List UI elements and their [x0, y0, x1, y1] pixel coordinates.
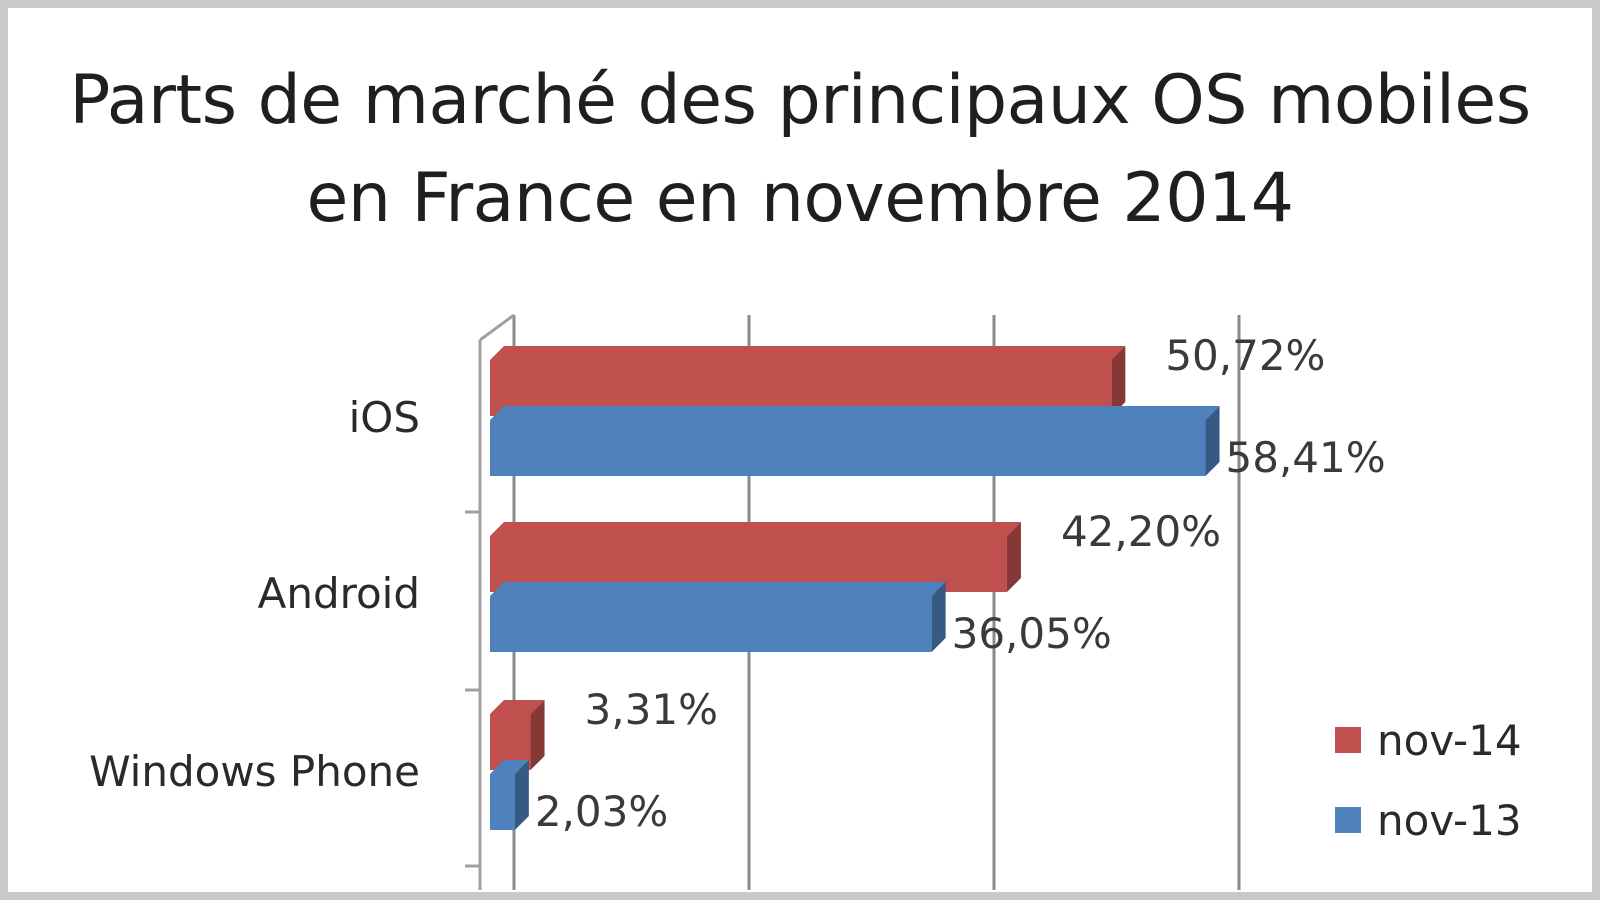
bar-top-nov-14-2	[490, 700, 545, 714]
category-label-0: iOS	[349, 393, 420, 442]
legend-swatch-nov-14	[1335, 727, 1361, 753]
legend-label-nov-14: nov-14	[1377, 715, 1522, 765]
data-label-nov-14-2: 3,31%	[585, 685, 718, 734]
y-axis-cap	[479, 313, 515, 342]
bar-top-nov-13-2	[490, 760, 529, 774]
bar-side-nov-13-1	[931, 582, 946, 652]
bar-side-nov-14-1	[1006, 522, 1021, 592]
legend-item-nov-14: nov-14	[1335, 700, 1575, 780]
bar-side-nov-13-2	[514, 760, 529, 830]
data-label-nov-14-1: 42,20%	[1061, 507, 1221, 556]
bar-side-nov-14-2	[530, 700, 545, 770]
category-label-2: Windows Phone	[89, 747, 420, 796]
chart-title-line-1: Parts de marché des principaux OS mobile…	[69, 61, 1531, 140]
bar-top-nov-14-1	[490, 522, 1021, 536]
category-label-1: Android	[258, 569, 420, 618]
bar-top-nov-14-0	[490, 346, 1126, 360]
bar-nov-13-0	[490, 420, 1206, 476]
legend-swatch-nov-13	[1335, 807, 1361, 833]
data-label-nov-14-0: 50,72%	[1165, 331, 1325, 380]
chart-title: Parts de marché des principaux OS mobile…	[0, 52, 1600, 248]
bar-nov-13-2	[490, 774, 515, 830]
chart-title-line-2: en France en novembre 2014	[306, 159, 1294, 238]
data-label-nov-13-0: 58,41%	[1226, 433, 1386, 482]
bar-top-nov-13-0	[490, 406, 1220, 420]
legend: nov-14 nov-13	[1335, 700, 1575, 860]
bar-top-nov-13-1	[490, 582, 946, 596]
data-label-nov-13-2: 2,03%	[535, 787, 668, 836]
bar-side-nov-13-0	[1205, 406, 1220, 476]
legend-label-nov-13: nov-13	[1377, 795, 1522, 845]
legend-item-nov-13: nov-13	[1335, 780, 1575, 860]
data-label-nov-13-1: 36,05%	[952, 609, 1112, 658]
bar-nov-13-1	[490, 596, 932, 652]
bar-side-nov-14-0	[1111, 346, 1126, 416]
